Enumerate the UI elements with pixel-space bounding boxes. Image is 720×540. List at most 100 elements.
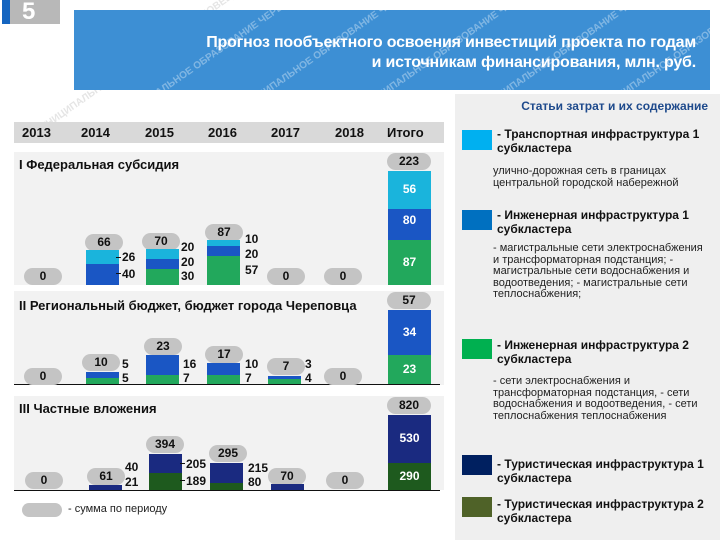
period-sum-pill: 295 bbox=[209, 445, 247, 462]
segment-label: 7 bbox=[183, 371, 190, 385]
title-banner: МУНИЦИПАЛЬНОЕ ОБРАЗОВАНИЕ ЧЕРЕПОВЕЦ МУНИ… bbox=[74, 10, 710, 90]
period-sum-pill: 17 bbox=[205, 346, 243, 363]
legend-swatch-engineering-2 bbox=[462, 339, 492, 359]
period-sum-pill: 23 bbox=[144, 338, 182, 355]
segment-label: 20 bbox=[245, 247, 259, 261]
segment-label: 30 bbox=[181, 269, 195, 283]
section-title-federal: I Федеральная субсидия bbox=[19, 157, 180, 172]
year-2013: 2013 bbox=[22, 125, 51, 140]
total-sum-pill: 57 bbox=[387, 292, 431, 309]
total-segment-tourism-1: 530 bbox=[388, 415, 431, 463]
segment-label: 10 bbox=[245, 232, 259, 246]
legend-header: Статьи затрат и их содержание bbox=[455, 94, 720, 122]
legend-desc-transport-1: улично-дорожная сеть в границах централь… bbox=[493, 165, 679, 189]
legend-swatch-engineering-1 bbox=[462, 210, 492, 230]
total-segment-tourism-2: 290 bbox=[388, 463, 431, 490]
bar-segment-transport-1 bbox=[86, 250, 119, 264]
segment-label: 26 bbox=[122, 250, 136, 264]
legend-title-engineering-1: - Инженерная инфраструктура 1 субкластер… bbox=[497, 208, 689, 236]
leader-line bbox=[180, 480, 185, 481]
bar-segment-engineering-2 bbox=[146, 269, 179, 285]
year-total: Итого bbox=[387, 125, 424, 140]
period-sum-pill: 10 bbox=[82, 354, 120, 371]
total-sum-pill: 820 bbox=[387, 397, 431, 414]
slide-number: 5 bbox=[22, 0, 36, 25]
period-sum-pill: 70 bbox=[142, 233, 180, 250]
legend-swatch-tourism-1 bbox=[462, 455, 492, 475]
bar-segment-transport-1 bbox=[146, 249, 179, 259]
sum-legend-pill bbox=[22, 503, 62, 517]
section-title-private: III Частные вложения bbox=[19, 401, 157, 416]
bar-segment-tourism-2 bbox=[210, 483, 243, 490]
year-header-row: 2013 2014 2015 2016 2017 2018 Итого bbox=[14, 122, 444, 143]
total-segment-transport-1: 56 bbox=[388, 171, 431, 209]
segment-label: 5 bbox=[122, 357, 129, 371]
segment-label: 20 bbox=[181, 255, 195, 269]
segment-label: 10 bbox=[245, 357, 259, 371]
total-segment-engineering-1: 34 bbox=[388, 310, 431, 355]
segment-label: 215 bbox=[248, 461, 269, 475]
period-sum-pill: 0 bbox=[24, 268, 62, 285]
bar-segment-engineering-1 bbox=[207, 363, 240, 375]
bar-segment-tourism-2 bbox=[149, 473, 182, 490]
slide-number-badge: 5 bbox=[2, 0, 60, 25]
page-title: Прогноз пообъектного освоения инвестиций… bbox=[206, 33, 696, 73]
legend-desc-engineering-1: - магистральные сети электроснабжения и … bbox=[493, 242, 703, 300]
segment-label: 5 bbox=[122, 371, 129, 385]
badge-accent-bar bbox=[2, 0, 10, 24]
period-sum-pill: 0 bbox=[324, 368, 362, 385]
period-sum-pill: 87 bbox=[205, 224, 243, 241]
bar-segment-tourism-1 bbox=[271, 484, 304, 490]
total-segment-engineering-2: 87 bbox=[388, 240, 431, 285]
title-line-1: Прогноз пообъектного освоения инвестиций… bbox=[206, 34, 696, 51]
year-2017: 2017 bbox=[271, 125, 300, 140]
leader-line bbox=[180, 463, 185, 464]
period-sum-pill: 0 bbox=[25, 472, 63, 489]
bar-segment-engineering-2 bbox=[207, 375, 240, 384]
total-segment-engineering-2: 23 bbox=[388, 355, 431, 384]
segment-label: 205 bbox=[186, 457, 207, 471]
legend-title-tourism-2: - Туристическая инфраструктура 2 субклас… bbox=[497, 497, 704, 525]
bar-segment-engineering-2 bbox=[146, 375, 179, 384]
section-title-regional: II Региональный бюджет, бюджет города Че… bbox=[19, 298, 357, 313]
bar-segment-engineering-1 bbox=[146, 259, 179, 269]
segment-label: 57 bbox=[245, 263, 259, 277]
period-sum-pill: 7 bbox=[267, 358, 305, 375]
bar-segment-engineering-1 bbox=[86, 264, 119, 285]
legend-panel bbox=[455, 122, 720, 540]
segment-label: 20 bbox=[181, 240, 195, 254]
segment-label: 80 bbox=[248, 475, 262, 489]
bar-segment-tourism-1 bbox=[149, 454, 182, 473]
bar-segment-engineering-1 bbox=[207, 246, 240, 256]
bar-segment-engineering-2 bbox=[86, 378, 119, 384]
total-sum-pill: 223 bbox=[387, 153, 431, 170]
segment-label: 40 bbox=[122, 267, 136, 281]
period-sum-pill: 66 bbox=[85, 234, 123, 251]
legend-desc-engineering-2: - сети электроснабжения и трансформаторн… bbox=[493, 375, 698, 422]
bar-segment-engineering-2 bbox=[207, 256, 240, 285]
legend-title-engineering-2: - Инженерная инфраструктура 2 субкластер… bbox=[497, 338, 689, 366]
segment-label: 21 bbox=[125, 475, 139, 489]
title-line-2: и источникам финансирования, млн. руб. bbox=[371, 54, 697, 71]
segment-label: 16 bbox=[183, 357, 197, 371]
segment-label: 4 bbox=[305, 371, 312, 385]
bar-segment-engineering-2 bbox=[268, 379, 301, 384]
segment-label: 189 bbox=[186, 474, 207, 488]
year-2018: 2018 bbox=[335, 125, 364, 140]
leader-line bbox=[116, 273, 121, 274]
bar-segment-tourism-1 bbox=[89, 485, 122, 490]
period-sum-pill: 0 bbox=[24, 368, 62, 385]
bar-segment-transport-1 bbox=[207, 240, 240, 246]
period-sum-pill: 394 bbox=[146, 436, 184, 453]
baseline bbox=[14, 490, 440, 491]
segment-label: 7 bbox=[245, 371, 252, 385]
leader-line bbox=[116, 257, 121, 258]
period-sum-pill: 0 bbox=[267, 268, 305, 285]
year-2016: 2016 bbox=[208, 125, 237, 140]
year-2014: 2014 bbox=[81, 125, 110, 140]
legend-swatch-transport-1 bbox=[462, 130, 492, 150]
sum-legend-text: - сумма по периоду bbox=[68, 503, 168, 515]
period-sum-pill: 70 bbox=[268, 468, 306, 485]
legend-title-tourism-1: - Туристическая инфраструктура 1 субклас… bbox=[497, 457, 704, 485]
legend-title-transport-1: - Транспортная инфраструктура 1 субкласт… bbox=[497, 127, 700, 155]
